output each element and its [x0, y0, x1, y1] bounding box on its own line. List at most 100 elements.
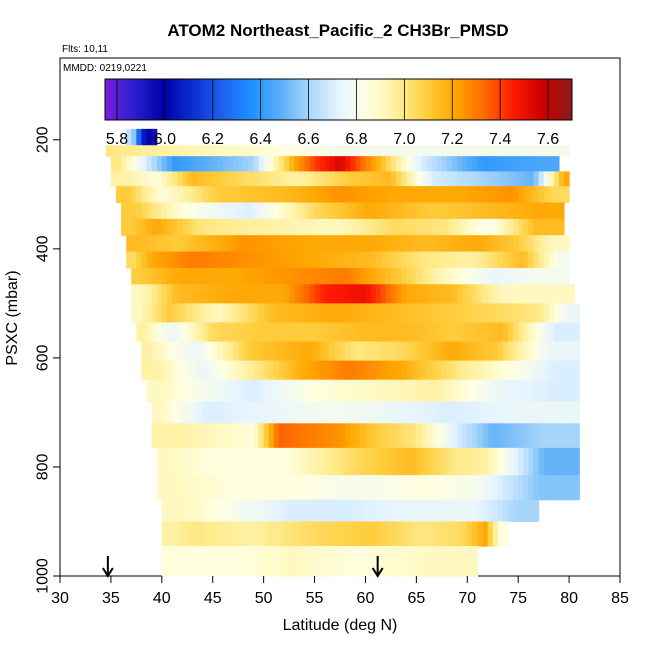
- heat-cell: [345, 379, 351, 403]
- heat-cell: [329, 171, 336, 187]
- colorbar-cell: [264, 79, 270, 120]
- heat-cell: [385, 341, 392, 362]
- heat-cell: [156, 145, 163, 157]
- heat-cell: [457, 186, 463, 204]
- colorbar-cell: [324, 79, 330, 120]
- heat-cell: [243, 186, 249, 204]
- heat-cell: [151, 379, 158, 403]
- heat-layer: [156, 475, 580, 501]
- heat-cell: [258, 447, 265, 476]
- heat-cell: [177, 218, 183, 236]
- heat-cell: [329, 186, 336, 204]
- heat-cell: [243, 303, 249, 324]
- heat-cell: [187, 284, 193, 304]
- heat-cell: [166, 401, 173, 424]
- heat-cell: [452, 521, 458, 547]
- heat-cell: [360, 235, 367, 253]
- heat-cell: [187, 322, 193, 343]
- heat-cell: [121, 145, 127, 157]
- heat-cell: [472, 267, 479, 285]
- heat-cell: [161, 546, 168, 577]
- heat-cell: [304, 251, 311, 269]
- heat-cell: [161, 251, 168, 269]
- heat-cell: [513, 303, 519, 324]
- heat-cell: [355, 475, 361, 501]
- heat-cell: [329, 499, 336, 523]
- heat-cell: [192, 322, 199, 343]
- colorbar-cell: [396, 79, 401, 120]
- heat-cell: [289, 156, 295, 173]
- heat-cell: [238, 267, 244, 285]
- heat-cell: [502, 145, 509, 157]
- heat-cell: [380, 284, 387, 304]
- heat-cell: [502, 341, 509, 362]
- heat-cell: [131, 202, 137, 220]
- heat-cell: [243, 218, 249, 236]
- heat-cell: [192, 521, 199, 547]
- heat-cell: [314, 521, 321, 547]
- heat-cell: [243, 202, 249, 220]
- heat-cell: [426, 341, 433, 362]
- heat-cell: [446, 251, 453, 269]
- heat-cell: [508, 341, 514, 362]
- heat-cell: [502, 475, 509, 501]
- heat-cell: [340, 499, 346, 523]
- heat-cell: [528, 341, 535, 362]
- heat-cell: [136, 186, 143, 204]
- heat-cell: [304, 202, 311, 220]
- heat-cell: [355, 401, 361, 424]
- heat-cell: [268, 218, 275, 236]
- heat-cell: [370, 447, 377, 476]
- heat-cell: [284, 186, 290, 204]
- heat-cell: [319, 218, 326, 236]
- heat-cell: [396, 145, 402, 157]
- heat-cell: [146, 202, 153, 220]
- heat-cell: [345, 145, 351, 157]
- colorbar-cell: [260, 79, 266, 120]
- heat-cell: [217, 251, 224, 269]
- heat-cell: [273, 379, 280, 403]
- heat-cell: [477, 202, 484, 220]
- heat-cell: [390, 284, 397, 304]
- colorbar-cell: [144, 79, 150, 120]
- heat-cell: [411, 145, 417, 157]
- heat-cell: [416, 401, 423, 424]
- heat-cell: [151, 322, 158, 343]
- heat-cell: [243, 379, 249, 403]
- heatmap-cells: [105, 128, 580, 577]
- heat-cell: [406, 322, 412, 343]
- heat-cell: [253, 546, 260, 577]
- heat-cell: [462, 235, 468, 253]
- heat-cell: [548, 322, 555, 343]
- heat-cell: [217, 423, 224, 449]
- heat-cell: [217, 475, 224, 501]
- heat-cell: [273, 202, 280, 220]
- heat-cell: [161, 303, 168, 324]
- heat-cell: [192, 284, 199, 304]
- heat-cell: [390, 267, 397, 285]
- heat-cell: [192, 251, 199, 269]
- heat-cell: [258, 284, 265, 304]
- heat-cell: [192, 546, 199, 577]
- heat-cell: [284, 379, 290, 403]
- heat-cell: [569, 401, 575, 424]
- heat-cell: [299, 145, 305, 157]
- heat-cell: [172, 322, 178, 343]
- heat-cell: [258, 251, 265, 269]
- heat-cell: [294, 202, 300, 220]
- heat-cell: [385, 379, 392, 403]
- heat-cell: [177, 546, 183, 577]
- heat-cell: [268, 360, 275, 381]
- heat-cell: [513, 499, 519, 523]
- heat-cell: [187, 401, 193, 424]
- heat-cell: [345, 546, 351, 577]
- heat-cell: [166, 322, 173, 343]
- heat-cell: [238, 499, 244, 523]
- heat-cell: [268, 423, 275, 449]
- heat-cell: [217, 360, 224, 381]
- heat-layer: [151, 401, 580, 424]
- heat-cell: [462, 186, 468, 204]
- heat-cell: [457, 499, 463, 523]
- heat-cell: [263, 267, 270, 285]
- heat-cell: [457, 521, 463, 547]
